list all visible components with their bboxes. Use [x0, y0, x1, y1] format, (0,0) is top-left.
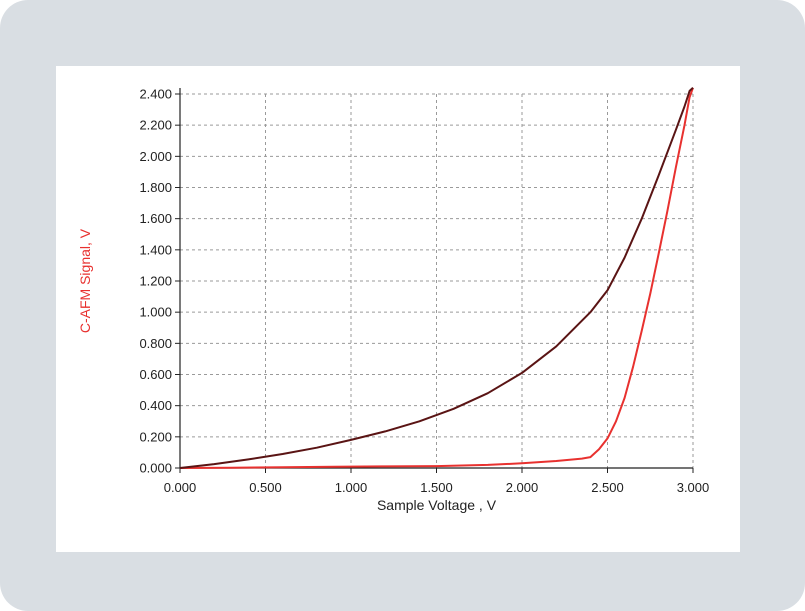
y-tick-label: 1.200	[139, 274, 172, 289]
series-line-2	[179, 87, 694, 469]
y-tick-label: 2.200	[139, 118, 172, 133]
x-tick-label: 2.000	[506, 480, 539, 495]
x-tick-label: 1.500	[420, 480, 453, 495]
y-axis-label: C-AFM Signal, V	[77, 228, 93, 333]
y-tick-label: 0.200	[139, 429, 172, 444]
x-tick-label: 2.500	[591, 480, 624, 495]
y-tick-label: 0.600	[139, 367, 172, 382]
y-tick-label: 0.000	[139, 461, 172, 476]
series-line-1	[179, 87, 694, 469]
x-ticks: 0.000 0.500 1.000 1.500 2.000 2.500 3.000	[164, 468, 710, 495]
x-tick-label: 1.000	[335, 480, 368, 495]
x-axis-label: Sample Voltage , V	[377, 497, 497, 513]
y-tick-label: 1.600	[139, 211, 172, 226]
y-ticks: 0.000 0.200 0.400 0.600 0.800 1.000 1.200 1.400…	[139, 87, 180, 476]
y-tick-label: 2.400	[139, 87, 172, 102]
chart-svg: 0.000 0.200 0.400 0.600 0.800 1.000 1.200 1.400…	[77, 87, 710, 514]
x-tick-label: 0.500	[249, 480, 282, 495]
y-tick-label: 0.400	[139, 398, 172, 413]
data-series	[179, 87, 694, 469]
chart-panel: 0.000 0.200 0.400 0.600 0.800 1.000 1.200 1.400…	[56, 66, 740, 552]
x-tick-label: 3.000	[677, 480, 710, 495]
x-tick-label: 0.000	[164, 480, 197, 495]
y-tick-label: 2.000	[139, 149, 172, 164]
y-tick-label: 1.000	[139, 305, 172, 320]
y-tick-label: 1.800	[139, 180, 172, 195]
grid-lines	[180, 93, 694, 468]
y-tick-label: 1.400	[139, 242, 172, 257]
y-tick-label: 0.800	[139, 336, 172, 351]
